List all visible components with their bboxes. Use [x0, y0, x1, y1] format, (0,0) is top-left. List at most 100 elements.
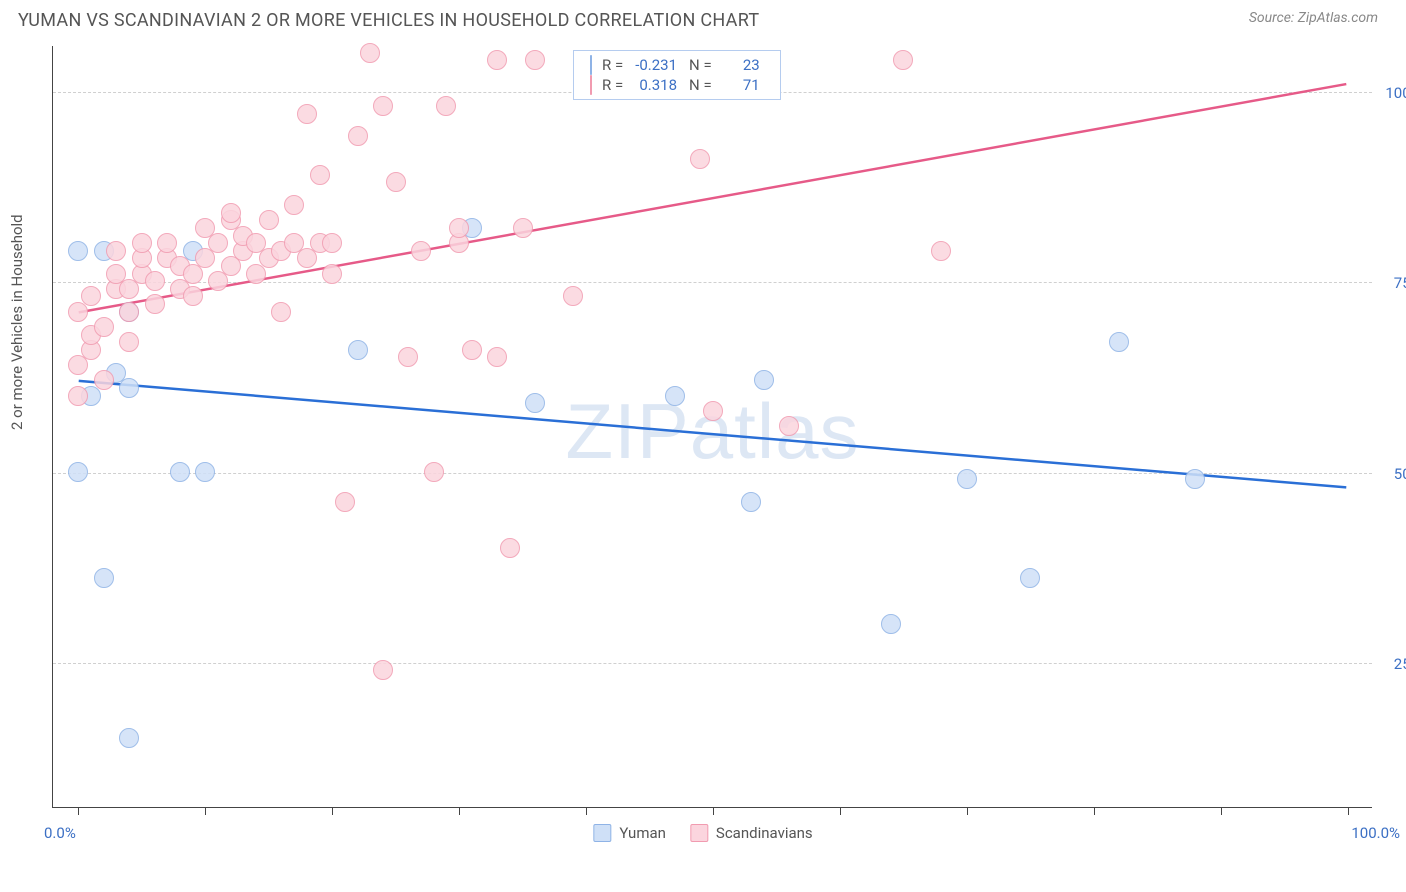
x-tick [840, 807, 841, 815]
data-point [373, 660, 393, 680]
x-tick [1221, 807, 1222, 815]
x-tick [586, 807, 587, 815]
stat-n-value: 71 [718, 75, 766, 95]
data-point [525, 50, 545, 70]
data-point [741, 492, 761, 512]
data-point [424, 462, 444, 482]
data-point [398, 347, 418, 367]
data-point [348, 340, 368, 360]
legend-swatch [593, 824, 611, 842]
plot-area: ZIPatlas 25.0%50.0%75.0%100.0% R =-0.231… [52, 46, 1372, 808]
data-point [957, 469, 977, 489]
x-tick [78, 807, 79, 815]
data-point [1109, 332, 1129, 352]
x-tick [205, 807, 206, 815]
stat-n-label: N = [683, 75, 718, 95]
legend-item: Yuman [593, 824, 666, 842]
x-tick [332, 807, 333, 815]
data-point [297, 104, 317, 124]
data-point [221, 203, 241, 223]
data-point [348, 126, 368, 146]
data-point [690, 149, 710, 169]
data-point [271, 302, 291, 322]
x-tick [713, 807, 714, 815]
stat-r-value: 0.318 [629, 75, 683, 95]
trend-line [79, 381, 1347, 488]
y-tick-label: 75.0% [1394, 274, 1406, 292]
data-point [513, 218, 533, 238]
data-point [487, 50, 507, 70]
y-tick-label: 25.0% [1394, 655, 1406, 673]
data-point [779, 416, 799, 436]
y-tick-label: 50.0% [1394, 465, 1406, 483]
data-point [411, 241, 431, 261]
stat-r-value: -0.231 [629, 55, 683, 75]
data-point [284, 195, 304, 215]
x-tick [967, 807, 968, 815]
data-point [462, 340, 482, 360]
y-tick-label: 100.0% [1385, 84, 1406, 102]
x-tick [1348, 807, 1349, 815]
data-point [487, 347, 507, 367]
chart-source: Source: ZipAtlas.com [1249, 10, 1378, 26]
data-point [81, 286, 101, 306]
data-point [68, 462, 88, 482]
chart-header: YUMAN VS SCANDINAVIAN 2 OR MORE VEHICLES… [0, 0, 1406, 35]
data-point [335, 492, 355, 512]
x-max-label: 100.0% [1351, 824, 1400, 842]
data-point [94, 568, 114, 588]
data-point [68, 386, 88, 406]
stat-r-label: R = [596, 75, 629, 95]
data-point [322, 264, 342, 284]
data-point [145, 271, 165, 291]
stat-legend-row: R =-0.231N =23 [584, 55, 766, 75]
data-point [310, 165, 330, 185]
data-point [881, 614, 901, 634]
legend-swatch [690, 824, 708, 842]
data-point [360, 43, 380, 63]
data-point [94, 317, 114, 337]
data-point [373, 96, 393, 116]
data-point [119, 378, 139, 398]
data-point [132, 233, 152, 253]
data-point [754, 370, 774, 390]
data-point [1020, 568, 1040, 588]
legend-swatch [590, 55, 592, 75]
data-point [259, 210, 279, 230]
stat-n-value: 23 [718, 55, 766, 75]
legend-label: Scandinavians [716, 824, 813, 842]
data-point [119, 302, 139, 322]
data-point [322, 233, 342, 253]
data-point [145, 294, 165, 314]
trend-lines [53, 46, 1372, 807]
data-point [893, 50, 913, 70]
data-point [170, 462, 190, 482]
data-point [563, 286, 583, 306]
data-point [449, 218, 469, 238]
legend-swatch [590, 75, 592, 95]
trend-line [79, 84, 1347, 312]
data-point [208, 233, 228, 253]
stat-legend: R =-0.231N =23R =0.318N =71 [573, 50, 781, 100]
legend-label: Yuman [619, 824, 666, 842]
data-point [703, 401, 723, 421]
data-point [386, 172, 406, 192]
data-point [195, 462, 215, 482]
data-point [183, 286, 203, 306]
data-point [157, 233, 177, 253]
data-point [94, 370, 114, 390]
stat-legend-row: R =0.318N =71 [584, 75, 766, 95]
legend-item: Scandinavians [690, 824, 813, 842]
data-point [119, 332, 139, 352]
y-axis-label: 2 or more Vehicles in Household [8, 214, 26, 430]
stat-n-label: N = [683, 55, 718, 75]
series-legend: Yuman Scandinavians [593, 824, 812, 842]
x-tick [1094, 807, 1095, 815]
data-point [665, 386, 685, 406]
data-point [68, 241, 88, 261]
data-point [119, 728, 139, 748]
data-point [1185, 469, 1205, 489]
x-tick [459, 807, 460, 815]
data-point [525, 393, 545, 413]
data-point [500, 538, 520, 558]
